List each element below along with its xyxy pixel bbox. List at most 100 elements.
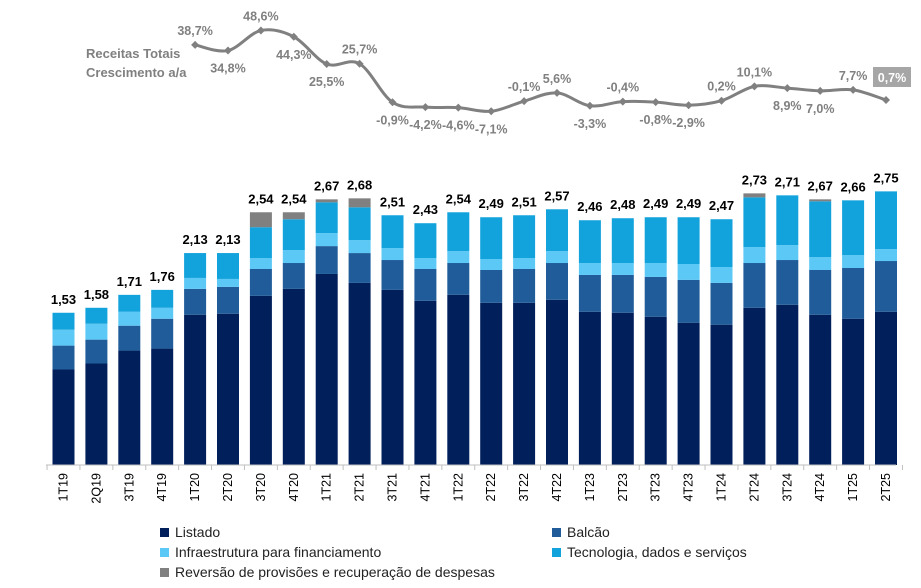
bar-infra-2T21 — [348, 240, 371, 254]
x-tick-label-4T22: 4T22 — [550, 473, 564, 502]
bar-infra-1T20 — [184, 277, 207, 289]
x-tick-label-2T22: 2T22 — [484, 473, 498, 502]
bar-listado-2T24 — [743, 307, 766, 465]
bar-balcao-1T21 — [315, 246, 338, 274]
total-label-3T23: 2,49 — [643, 196, 668, 211]
x-axis: 1T19 2Q19 3T19 4T19 1T20 2T20 3T20 4T20 1T21 2T21… — [46, 464, 903, 504]
bar-listado-2T20 — [217, 313, 239, 465]
growth-label-2T21: 25,7% — [342, 43, 377, 57]
bar-tec-4T21 — [414, 223, 437, 259]
total-label-4T19: 1,76 — [150, 269, 175, 284]
bar-infra-2T25 — [875, 249, 897, 262]
bar-infra-4T24 — [809, 257, 832, 270]
bar-infra-1T21 — [315, 233, 338, 247]
bar-infra-4T21 — [414, 258, 437, 269]
bar-tec-3T23 — [644, 217, 667, 264]
x-tick-label-4T24: 4T24 — [813, 473, 827, 502]
bar-listado-1T24 — [710, 324, 733, 465]
bar-tec-1T22 — [447, 212, 470, 252]
x-tick-label-1T22: 1T22 — [451, 473, 465, 502]
bar-infra-4T22 — [546, 251, 568, 264]
bar-listado-4T19 — [151, 348, 174, 465]
bar-infra-1T24 — [710, 266, 733, 283]
bar-tec-2T25 — [875, 191, 897, 250]
bar-balcao-3T24 — [776, 260, 799, 305]
growth-label-3T24: 8,9% — [773, 99, 802, 113]
bar-tec-1T23 — [578, 220, 601, 264]
total-label-2T24: 2,73 — [742, 172, 767, 187]
growth-label-3T23: -0,8% — [639, 113, 672, 127]
bar-listado-1T22 — [447, 294, 470, 465]
x-tick-label-2T21: 2T21 — [353, 473, 367, 502]
total-label-3T20: 2,54 — [248, 191, 274, 206]
x-tick-label-4T19: 4T19 — [155, 473, 169, 502]
growth-marker-2T23 — [618, 97, 627, 106]
bar-listado-3T19 — [118, 350, 141, 465]
x-tick-label-1T20: 1T20 — [188, 473, 202, 502]
total-label-1T19: 1,53 — [51, 292, 76, 307]
growth-marker-1T25 — [849, 85, 858, 94]
growth-marker-1T21 — [322, 60, 331, 69]
bar-tec-1T25 — [842, 200, 865, 256]
total-label-3T24: 2,71 — [775, 174, 800, 189]
growth-label-3T21: -0,9% — [376, 113, 409, 127]
growth-label-1T20: 38,7% — [177, 24, 212, 38]
growth-marker-2T21 — [355, 59, 364, 68]
x-tick-label-1T23: 1T23 — [583, 473, 597, 502]
bar-infra-4T23 — [677, 264, 700, 280]
bar-listado-1T25 — [842, 318, 865, 465]
x-tick-label-2T24: 2T24 — [747, 473, 761, 502]
bar-tec-2T22 — [480, 217, 503, 260]
growth-label-4T21: -4,2% — [409, 118, 442, 132]
bar-listado-3T22 — [513, 302, 536, 465]
bar-balcao-4T24 — [809, 269, 832, 315]
growth-highlight-box — [873, 66, 911, 87]
legend-item-rev: Reversão de provisões e recuperação de d… — [160, 564, 495, 580]
legend-swatch-infra — [160, 547, 169, 557]
total-label-1T24: 2,47 — [709, 198, 734, 213]
bar-balcao-3T21 — [381, 260, 404, 290]
bar-listado-1T21 — [315, 273, 338, 465]
growth-line-layer: 38,7% 34,8% 48,6% 44,3% 25,5% 25,7% -0,9% -4,2%… — [177, 10, 911, 136]
bar-listado-3T20 — [249, 295, 272, 465]
growth-label-2T24: 10,1% — [737, 65, 772, 79]
bar-balcao-3T20 — [249, 268, 272, 296]
bar-listado-4T23 — [677, 322, 700, 465]
bar-tec-2T21 — [348, 207, 371, 241]
x-tick-label-1T21: 1T21 — [320, 473, 334, 502]
bar-listado-2T25 — [875, 311, 897, 465]
bar-listado-4T21 — [414, 300, 437, 465]
growth-label-2T25: 0,7% — [878, 71, 907, 85]
bar-tec-1T19 — [52, 312, 75, 330]
bar-balcao-2T23 — [611, 274, 634, 313]
growth-label-2T20: 34,8% — [210, 62, 245, 76]
total-label-4T20: 2,54 — [281, 191, 307, 206]
bar-balcao-1T19 — [52, 345, 75, 370]
bar-balcao-4T22 — [546, 263, 568, 300]
total-label-1T21: 2,67 — [314, 178, 339, 193]
bar-balcao-4T23 — [677, 279, 700, 323]
bar-listado-1T19 — [52, 369, 75, 465]
bar-listado-3T21 — [381, 289, 404, 465]
growth-marker-2T24 — [750, 82, 759, 91]
legend-item-infra: Infraestrutura para financiamento — [160, 544, 381, 560]
growth-label-1T21: 25,5% — [309, 75, 344, 89]
growth-label-3T20: 48,6% — [243, 10, 278, 24]
total-label-2Q19: 1,58 — [84, 287, 109, 302]
x-tick-label-3T19: 3T19 — [122, 473, 136, 502]
bar-balcao-1T20 — [184, 288, 207, 315]
bar-tec-3T19 — [118, 294, 141, 312]
x-tick-label-3T21: 3T21 — [386, 473, 400, 502]
bar-infra-1T22 — [447, 251, 470, 264]
bar-infra-1T19 — [52, 329, 75, 346]
total-label-1T25: 2,66 — [840, 179, 865, 194]
bar-rev-4T24 — [809, 199, 832, 202]
bar-infra-4T19 — [151, 307, 174, 319]
bar-tec-2Q19 — [85, 307, 108, 324]
total-label-1T22: 2,54 — [446, 191, 472, 206]
total-label-4T22: 2,57 — [544, 188, 569, 203]
bar-tec-2T20 — [217, 253, 239, 279]
growth-marker-1T24 — [717, 96, 726, 105]
bar-infra-2T23 — [611, 263, 634, 275]
bar-balcao-2T21 — [348, 253, 371, 283]
